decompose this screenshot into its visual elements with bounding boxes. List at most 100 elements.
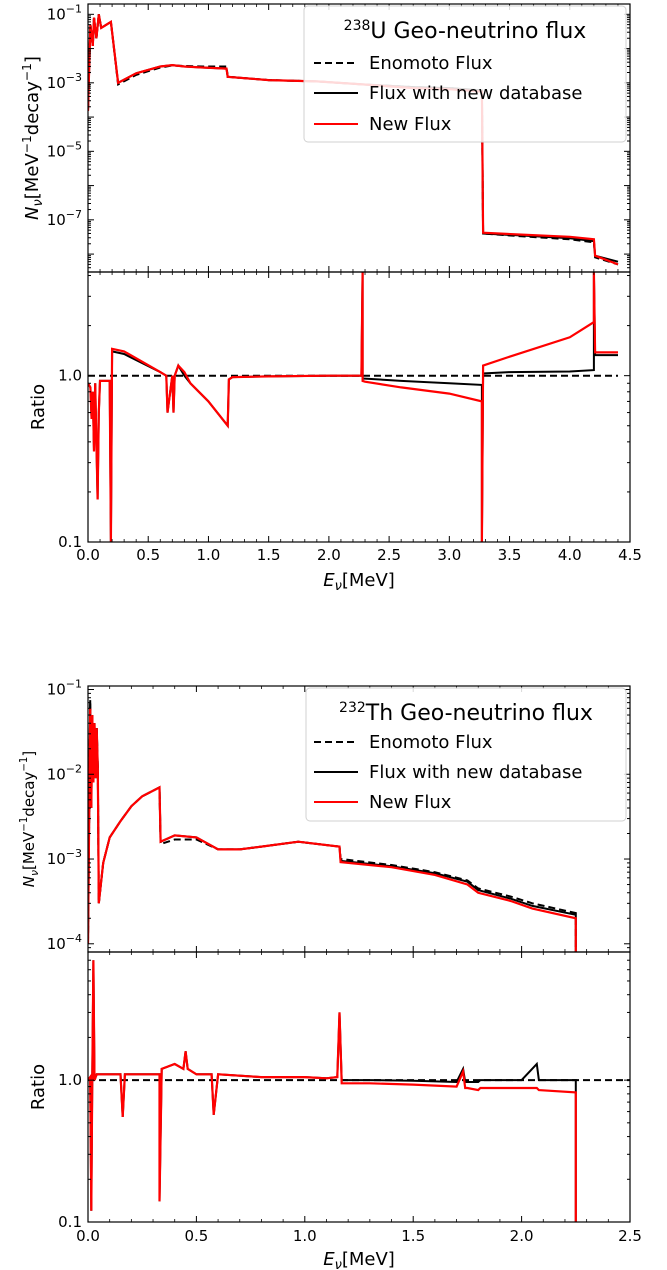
flux-y-axis-label: Nν[MeV−1decay−1] <box>20 56 46 220</box>
legend-title-main: U Geo-neutrino flux <box>370 19 586 44</box>
flux-y-tick-label: 10−7 <box>47 208 82 229</box>
tick-exponent: −1 <box>66 678 82 691</box>
tick-base: 10 <box>47 935 66 953</box>
y-label-mid: decay <box>20 771 38 816</box>
tick-base: 10 <box>47 142 66 160</box>
tick-base: 10 <box>47 681 66 699</box>
x-label-unit: [MeV] <box>342 570 395 591</box>
x-tick-label: 1.5 <box>401 1227 425 1245</box>
legend-title: 238U Geo-neutrino flux <box>344 18 587 44</box>
flux-y-tick-label: 10−1 <box>47 678 82 699</box>
legend-title: 232Th Geo-neutrino flux <box>339 700 593 726</box>
ratio-lines <box>88 960 630 1222</box>
x-tick-label: 1.5 <box>257 546 281 564</box>
tick-base: 10 <box>47 850 66 868</box>
legend-title-main: Th Geo-neutrino flux <box>365 701 593 726</box>
tick-exponent: −3 <box>66 71 82 84</box>
flux-series-2 <box>88 14 619 266</box>
x-tick-label: 0.0 <box>76 1227 100 1245</box>
ratio-series-2 <box>88 960 577 1222</box>
ratio-y-tick-label: 1.0 <box>58 1071 82 1089</box>
x-tick-label: 1.0 <box>197 546 221 564</box>
x-tick-label: 2.5 <box>377 546 401 564</box>
legend-title-sup: 232 <box>339 700 366 716</box>
flux-y-tick-label: 10−5 <box>47 139 82 160</box>
y-label-main: N <box>22 206 43 219</box>
ratio-y-tick-label: 0.1 <box>58 533 82 551</box>
tick-exponent: −5 <box>66 139 82 152</box>
flux-y-tick-label: 10−3 <box>47 847 82 868</box>
y-label-sup: −1 <box>19 817 30 832</box>
ratio-y-tick-label: 0.1 <box>58 1213 82 1231</box>
y-label-end: ] <box>20 751 38 757</box>
y-label-sub: ν <box>28 870 41 876</box>
flux-y-tick-label: 10−4 <box>47 932 82 953</box>
ratio-y-ticks <box>88 275 630 543</box>
x-tick-label: 0.0 <box>76 546 100 564</box>
flux-y-tick-label: 10−3 <box>47 71 82 92</box>
x-label-sub: ν <box>335 1258 342 1270</box>
tick-exponent: −3 <box>66 847 82 860</box>
x-tick-label: 0.5 <box>136 546 160 564</box>
legend-entry-label: New Flux <box>369 792 452 813</box>
x-label-main: E <box>323 570 335 591</box>
tick-exponent: −7 <box>66 208 82 221</box>
flux-y-ticks <box>88 689 630 953</box>
flux-series-2 <box>88 708 577 952</box>
thorium-flux-chart: 0.0 0.5 1.0 1.5 2.0 2.510−110−210−310−41.00.1… <box>19 678 642 1270</box>
y-label-mid: decay <box>22 81 43 135</box>
legend-entry-label: Enomoto Flux <box>369 53 493 74</box>
tick-base: 10 <box>47 5 66 23</box>
tick-base: 10 <box>47 211 66 229</box>
x-axis-label: Eν[MeV] <box>323 570 395 594</box>
x-tick-label: 4.5 <box>618 546 642 564</box>
x-tick-label: 4.0 <box>558 546 582 564</box>
tick-base: 10 <box>47 765 66 783</box>
x-tick-label: 2.0 <box>317 546 341 564</box>
legend-entry-label: Flux with new database <box>369 762 582 783</box>
ratio-y-axis-label: Ratio <box>28 1064 49 1110</box>
x-tick-label: 2.5 <box>618 1227 642 1245</box>
y-label-unit: [MeV <box>20 831 38 870</box>
tick-exponent: −4 <box>66 932 82 945</box>
y-label-sup: −1 <box>19 757 30 772</box>
ratio-y-axis-label: Ratio <box>28 384 49 430</box>
flux-y-axis-label: Nν[MeV−1decay−1] <box>19 751 41 888</box>
flux-y-tick-label: 10−1 <box>47 2 82 23</box>
flux-y-tick-label: 10−2 <box>47 762 82 783</box>
y-label-sub: ν <box>31 199 46 206</box>
ratio-y-tick-label: 1.0 <box>58 367 82 385</box>
tick-base: 10 <box>47 74 66 92</box>
legend: 232Th Geo-neutrino flux Enomoto Flux Flux … <box>305 687 627 822</box>
flux-lines <box>88 700 577 952</box>
x-tick-label: 0.5 <box>184 1227 208 1245</box>
x-tick-label: 3.5 <box>498 546 522 564</box>
legend-box <box>305 687 627 822</box>
legend: 238U Geo-neutrino flux Enomoto Flux Flux w… <box>303 5 627 143</box>
ratio-panel-frame <box>87 951 631 1223</box>
x-tick-label: 3.0 <box>437 546 461 564</box>
x-ticks <box>87 686 631 1222</box>
y-label-main: N <box>20 876 38 887</box>
x-axis-label: Eν[MeV] <box>323 1249 395 1270</box>
legend-entry-label: Flux with new database <box>369 83 582 104</box>
legend-entry-label: New Flux <box>369 114 452 135</box>
flux-lines <box>88 14 619 266</box>
y-label-end: ] <box>22 56 43 63</box>
x-tick-label: 2.0 <box>510 1227 534 1245</box>
ratio-series-2 <box>88 272 618 542</box>
ratio-panel-frame <box>87 271 631 543</box>
x-label-sub: ν <box>335 579 342 594</box>
legend-title-sup: 238 <box>344 18 371 34</box>
x-label-unit: [MeV] <box>342 1249 395 1270</box>
x-label-main: E <box>323 1249 335 1270</box>
y-label-sup: −1 <box>20 135 34 153</box>
x-tick-label: 1.0 <box>293 1227 317 1245</box>
y-label-sup: −1 <box>20 63 34 81</box>
ratio-lines <box>88 272 618 542</box>
legend-box <box>303 5 627 143</box>
y-label-unit: [MeV <box>22 153 43 200</box>
uranium-flux-chart: 0.0 0.5 1.0 1.5 2.0 2.5 3.0 3.5 4.0 4.510−110−310… <box>20 2 642 594</box>
ratio-y-ticks <box>88 951 630 1223</box>
